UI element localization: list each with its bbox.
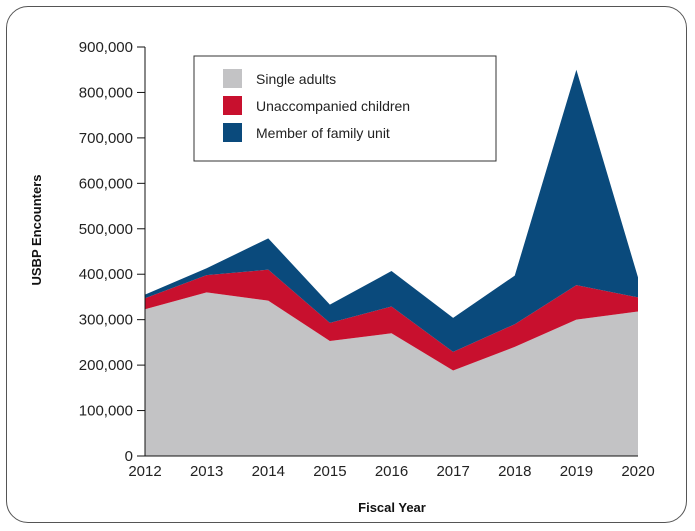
area-series-unaccompanied-children (145, 269, 638, 371)
y-tick-label: 700,000 (79, 130, 133, 147)
area-series-member-of-family-unit (145, 69, 638, 352)
legend-swatch-single-adults (223, 69, 242, 88)
legend-label-single-adults: Single adults (256, 71, 336, 87)
x-tick-label: 2018 (498, 463, 531, 480)
y-tick-label: 200,000 (79, 357, 133, 374)
area-series-single-adults (145, 292, 638, 456)
y-axis-title: USBP Encounters (29, 174, 44, 285)
x-axis-title: Fiscal Year (358, 500, 426, 515)
x-tick-label: 2019 (560, 463, 593, 480)
y-axis: 0 100,000 200,000 300,000 400,000 500,000 600,… (79, 39, 146, 465)
y-tick-label: 400,000 (79, 266, 133, 283)
x-tick-label: 2013 (190, 463, 223, 480)
legend-label-family-unit: Member of family unit (256, 125, 390, 141)
x-tick-label: 2017 (436, 463, 469, 480)
legend-label-unaccompanied-children: Unaccompanied children (256, 98, 410, 114)
series-areas (145, 69, 638, 456)
y-tick-label: 500,000 (79, 221, 133, 238)
legend-swatch-family-unit (223, 123, 242, 142)
x-tick-label: 2012 (128, 463, 161, 480)
y-tick-label: 100,000 (79, 403, 133, 420)
y-tick-label: 600,000 (79, 175, 133, 192)
y-tick-label: 300,000 (79, 312, 133, 329)
legend-swatch-unaccompanied-children (223, 96, 242, 115)
x-tick-label: 2015 (313, 463, 346, 480)
legend-box (193, 55, 497, 162)
y-tick-label: 800,000 (79, 84, 133, 101)
y-tick-label: 0 (125, 448, 133, 465)
x-tick-label: 2020 (621, 463, 654, 480)
legend: Single adults Unaccompanied children Mem… (193, 55, 497, 162)
x-axis: 2012 2013 2014 2015 2016 2017 2018 2019 2020 (128, 455, 655, 480)
y-tick-label: 900,000 (79, 39, 133, 56)
x-tick-label: 2014 (252, 463, 285, 480)
x-tick-label: 2016 (375, 463, 408, 480)
